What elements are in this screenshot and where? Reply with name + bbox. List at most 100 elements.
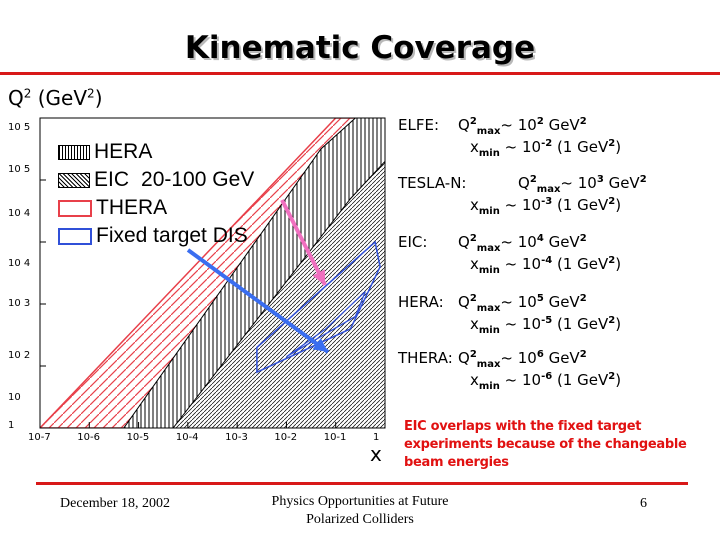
q-unit-exp: 2	[579, 116, 587, 127]
machine-1-xmin-row: xmin ~ 10-3 (1 GeV2)	[470, 196, 621, 217]
q-approx: ~ 10	[500, 349, 537, 367]
footer-date: December 18, 2002	[60, 496, 171, 511]
q-sub: max	[476, 303, 501, 314]
y-tick-label: 10 4	[8, 208, 31, 219]
y-tick-label: 10 5	[8, 122, 31, 133]
x-symbol: x	[470, 371, 479, 389]
y-axis-exp2: 2	[87, 86, 95, 101]
x-tick-label: 10-2	[274, 432, 298, 443]
legend-fixed: Fixed target DIS	[58, 222, 254, 250]
q-symbol: Q	[458, 116, 470, 134]
q-exp: 2	[469, 349, 477, 360]
legend-eic-label: EIC	[94, 168, 130, 191]
plot-frame	[39, 117, 386, 429]
x-paren: (1 GeV	[552, 371, 609, 389]
q-value-exp: 6	[536, 349, 544, 360]
legend-hera-swatch	[58, 144, 90, 160]
chart-legend: HERA EIC 20-100 GeV THERA Fixed target DI…	[58, 138, 254, 250]
x-approx: ~ 10	[499, 138, 542, 156]
q-symbol: Q	[458, 349, 470, 367]
q-symbol: Q	[458, 233, 470, 251]
q-sub: max	[476, 243, 501, 254]
x-exp: -3	[541, 196, 553, 207]
q-sub: max	[536, 184, 561, 195]
overlap-note: EIC overlaps with the fixed target exper…	[404, 419, 687, 470]
x-close: )	[615, 315, 622, 333]
y-tick-label: 1	[8, 420, 15, 431]
eic-region	[172, 160, 385, 428]
page-title: Kinematic Coverage	[184, 30, 536, 66]
y-axis-label: Q2 (GeV2)	[8, 86, 103, 110]
q-symbol: Q	[518, 174, 530, 192]
fixed-target-inner-contour	[286, 291, 366, 358]
q-symbol: Q	[458, 293, 470, 311]
machine-name: EIC:	[398, 233, 428, 251]
q-sub: max	[476, 359, 501, 370]
legend-fixed-label: Fixed target DIS	[96, 224, 248, 247]
y-tick-label: 10	[8, 392, 21, 403]
q-exp: 2	[469, 233, 477, 244]
x-tick-label: 10-5	[126, 432, 150, 443]
fixed-target-pointer-arrow-shaft	[186, 248, 330, 354]
q-exp: 2	[469, 116, 477, 127]
machine-name: TESLA-N:	[398, 174, 467, 192]
machine-3-qmax-row: HERA: Q2max~ 105 GeV2	[398, 293, 587, 314]
x-tick-label: 10-7	[28, 432, 51, 443]
machine-name: ELFE:	[398, 116, 439, 134]
q-unit-exp: 2	[579, 293, 587, 304]
x-close: )	[615, 255, 622, 273]
legend-hera: HERA	[58, 138, 254, 166]
q-exp: 2	[469, 293, 477, 304]
x-sub: min	[478, 265, 500, 276]
legend-eic-energy: 20-100 GeV	[141, 168, 255, 191]
q-unit-exp: 2	[639, 174, 647, 185]
x-axis-label: x	[370, 442, 382, 466]
legend-thera-swatch	[58, 199, 92, 217]
x-sub: min	[478, 325, 500, 336]
y-axis-close: )	[94, 86, 103, 110]
q-unit: GeV	[543, 293, 580, 311]
x-close: )	[615, 138, 622, 156]
x-paren-exp: 2	[608, 255, 616, 266]
eic-pointer-arrow-shaft	[280, 199, 327, 286]
legend-eic-swatch	[58, 172, 90, 188]
x-symbol: x	[470, 196, 479, 214]
x-approx: ~ 10	[499, 196, 542, 214]
x-tick-label: 10-1	[323, 432, 347, 443]
y-axis-unit: (GeV	[31, 86, 88, 110]
legend-eic: EIC 20-100 GeV	[58, 166, 254, 194]
x-exp: -2	[541, 138, 553, 149]
q-value-exp: 2	[536, 116, 544, 127]
y-axis-exp1: 2	[23, 86, 32, 101]
fixed-target-region	[256, 240, 381, 374]
x-exp: -4	[541, 255, 553, 266]
machine-0-qmax-row: ELFE: Q2max~ 102 GeV2	[398, 116, 587, 137]
q-unit-exp: 2	[579, 349, 587, 360]
footer-talk-line2: Polarized Colliders	[306, 512, 414, 527]
q-unit: GeV	[543, 233, 580, 251]
x-symbol: x	[470, 138, 479, 156]
y-tick-label: 10 3	[8, 298, 31, 309]
x-sub: min	[478, 148, 500, 159]
machine-2-xmin-row: xmin ~ 10-4 (1 GeV2)	[470, 255, 621, 276]
x-tick-label: 10-3	[225, 432, 248, 443]
eic-pointer-arrow-head	[312, 269, 325, 285]
x-close: )	[615, 196, 622, 214]
x-approx: ~ 10	[499, 315, 542, 333]
machine-3-xmin-row: xmin ~ 10-5 (1 GeV2)	[470, 315, 621, 336]
machine-0-xmin-row: xmin ~ 10-2 (1 GeV2)	[470, 138, 621, 159]
x-paren-exp: 2	[608, 371, 616, 382]
machine-2-qmax-row: EIC: Q2max~ 104 GeV2	[398, 233, 587, 254]
q-value-exp: 3	[596, 174, 604, 185]
machine-4-qmax-row: THERA: Q2max~ 106 GeV2	[398, 349, 587, 370]
q-approx: ~ 10	[500, 233, 537, 251]
q-sub: max	[476, 126, 501, 137]
machine-name: THERA:	[398, 349, 453, 367]
machine-1-qmax-row: TESLA-N: Q2max~ 103 GeV2	[398, 174, 647, 195]
footer-rule	[36, 482, 688, 485]
y-tick-label: 10 5	[8, 164, 31, 175]
q-unit: GeV	[603, 174, 640, 192]
legend-thera: THERA	[58, 194, 254, 222]
x-exp: -5	[541, 315, 553, 326]
